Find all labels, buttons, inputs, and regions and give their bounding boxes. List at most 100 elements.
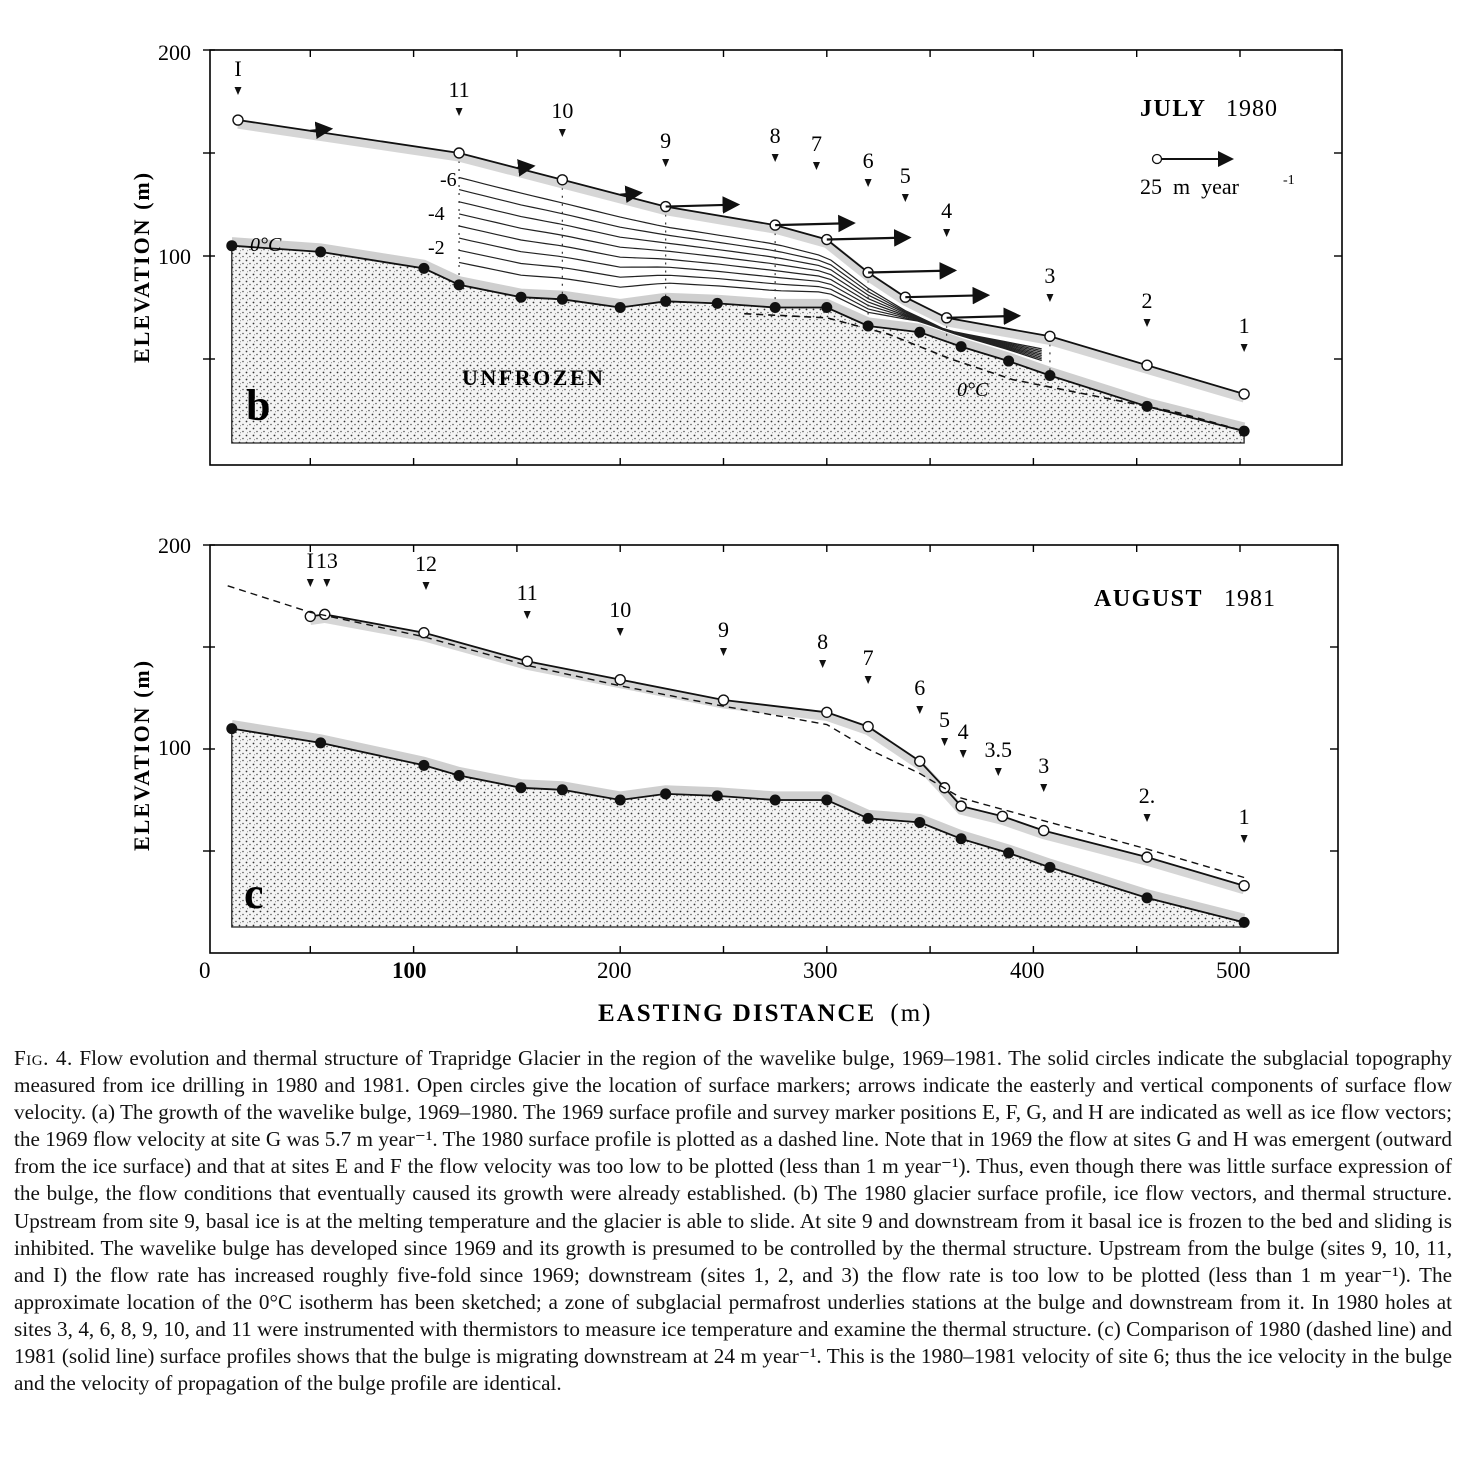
panel-b-site-marker (1046, 294, 1054, 302)
panel-b-surface-marker (453, 147, 465, 159)
panel-b-velocity-arrow (826, 229, 912, 247)
panel-b-site-label: 2 (1142, 288, 1153, 313)
x-tick-200: 200 (597, 958, 632, 983)
panel-c-ytick-200: 200 (158, 533, 191, 558)
panel-c-surface-marker (418, 627, 430, 639)
panel-b-velocity-arrow (620, 185, 644, 204)
panel-b-site-marker (901, 194, 909, 202)
panel-c-bed-point (453, 770, 465, 782)
panel-c-surface-marker (862, 720, 874, 733)
panel-c-site-label: 13 (316, 548, 338, 573)
panel-b-bed-point (226, 240, 238, 252)
panel-b-unfrozen-bed (231, 237, 1246, 444)
panel-b-site-marker (864, 179, 872, 187)
panel-c-bed-point (769, 794, 781, 806)
panel-b-surface-marker (1044, 330, 1056, 343)
panel-b-bed-point (1141, 400, 1153, 412)
panel-c-surface-marker (914, 755, 926, 767)
panel-b-bed-point (914, 326, 926, 338)
panel-c-bed-point (614, 794, 626, 806)
panel-c-bed-point (1238, 916, 1250, 928)
panel-c-site-label: 10 (609, 597, 631, 622)
panel-b-bed-point (1044, 369, 1056, 381)
panel-b-bed-point (711, 297, 723, 309)
panel-b-velocity-arrow (775, 214, 856, 233)
panel-b-surface-profile (232, 114, 1250, 403)
panel-b-bed-point (821, 302, 833, 313)
panel-b-site-marker (943, 229, 951, 237)
panel-b-velocity-arrow (946, 307, 1022, 326)
panel-c-bed-point (556, 784, 568, 796)
panel-c-site-label: 9 (718, 617, 729, 642)
panel-c-bed-point (1044, 861, 1056, 873)
panel-b-bed-point (1238, 425, 1250, 437)
panel-c-surface-marker (1141, 851, 1153, 863)
panel-b-isotherms (458, 153, 1245, 432)
panel-c-site-label: 5 (939, 707, 950, 732)
panel-c-surface-marker (1238, 879, 1250, 892)
caption-text: Flow evolution and thermal structure of … (14, 1046, 1452, 1396)
panel-b-velocity-arrow (905, 286, 991, 305)
panel-c: I 13 12 11 10 9 8 7 65 4 3.5 3 2. 1 200 100 ELEVATION… (129, 533, 1339, 954)
panel-c-site-labels: I 13 12 11 10 9 8 7 65 4 3.5 3 2. 1 (307, 548, 1250, 843)
panel-c-surface-marker (717, 694, 730, 706)
panel-c-date-bold: AUGUST (1094, 586, 1203, 612)
panel-b-surface-shading (237, 119, 1246, 403)
panel-b-contour-label-2: -2 (428, 237, 445, 259)
panel-b-bed-point (515, 291, 527, 303)
panel-b-surface-marker (232, 114, 244, 126)
panel-b-site-marker (662, 159, 670, 167)
panel-b-surface-marker (556, 174, 569, 186)
panel-b-velocity-arrow (665, 196, 741, 214)
panel-b-date-year: 1980 (1226, 96, 1278, 122)
panel-b-unfrozen-label: UNFROZEN (462, 365, 605, 390)
panel-b-site-label: 8 (770, 123, 781, 148)
x-tick-100: 100 (392, 958, 427, 983)
x-tick-0: 0 (199, 958, 211, 983)
x-axis-label-main: EASTING DISTANCE (598, 1000, 876, 1027)
panel-c-ylabel: ELEVATION (m) (129, 659, 154, 851)
panel-b: I 11 10 9 8 7 6 5 4 3 2 1 200 100 ELEVATION (m) JUL… (129, 40, 1343, 466)
panel-c-site-marker (994, 768, 1002, 776)
panel-b-date-bold: JULY (1140, 96, 1206, 122)
panel-c-site-marker (422, 582, 430, 590)
panel-b-contour-label-4: -4 (428, 203, 445, 225)
panel-b-bed-shading (231, 237, 1246, 432)
panel-c-site-marker (523, 611, 531, 619)
x-tick-400: 400 (1010, 958, 1045, 983)
panel-c-site-marker (1040, 784, 1048, 792)
panel-b-site-label: 5 (900, 163, 911, 188)
panel-b-ytick-100: 100 (158, 244, 191, 269)
panel-c-site-marker (819, 660, 827, 668)
panel-c-surface-marker (821, 706, 833, 718)
panel-c-surface-marker (996, 810, 1009, 823)
panel-b-site-marker (234, 87, 242, 95)
panel-c-site-marker (941, 738, 949, 746)
panel-c-site-label: 4 (958, 719, 969, 744)
panel-b-site-label: 3 (1044, 263, 1055, 288)
panel-c-site-marker (616, 628, 624, 636)
panel-c-surface-1980-dashed (227, 585, 1245, 879)
panel-b-isotherm-line (458, 261, 1042, 362)
panel-c-letter: c (244, 869, 264, 918)
panel-b-bed-line (231, 244, 1245, 432)
panel-c-bed-point (914, 816, 926, 828)
panel-c-site-label: 2. (1139, 783, 1156, 808)
panel-b-letter: b (246, 381, 270, 430)
panel-b-site-label: 10 (551, 98, 573, 123)
panel-b-site-marker (1240, 344, 1248, 352)
panel-b-zero-isotherm (744, 312, 1245, 432)
panel-b-velocity-arrow (310, 121, 334, 140)
panel-c-bed-point (315, 737, 327, 749)
panel-c-site-marker (1240, 835, 1248, 843)
panel-c-site-marker (916, 706, 924, 714)
panel-b-velocity-arrow (516, 159, 536, 177)
panel-c-bed-point (955, 833, 967, 845)
panel-c-bed-point (711, 790, 723, 802)
panel-b-site-marker (558, 129, 566, 137)
panel-c-site-label: 1 (1239, 804, 1250, 829)
panel-b-ytick-200: 200 (158, 40, 191, 65)
panel-b-ylabel: ELEVATION (m) (129, 171, 154, 363)
panel-c-site-label: 7 (863, 645, 874, 670)
x-axis: 0 100 200 300 400 500 EASTING DISTANCE (… (199, 958, 1251, 1027)
